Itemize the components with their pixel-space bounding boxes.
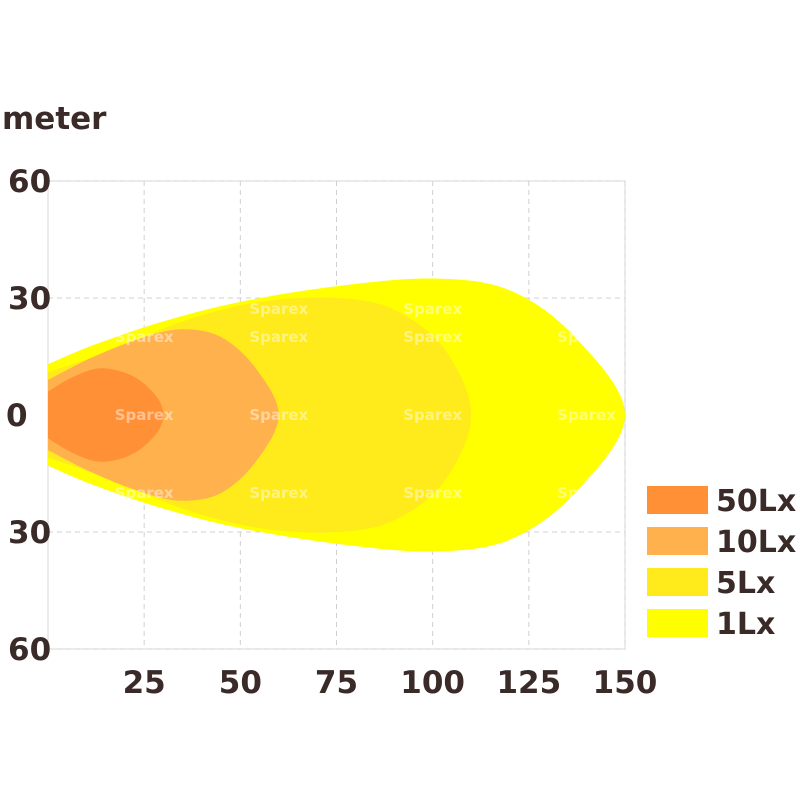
watermarks: Sparex Sparex Sparex Sparex Sparex Sparex Spar… xyxy=(115,300,617,502)
legend-swatch-1lx xyxy=(647,609,708,637)
legend-label-10lx: 10Lx xyxy=(716,525,796,560)
watermark: Sparex xyxy=(403,484,462,502)
y-tick-label: 0 xyxy=(6,398,28,434)
y-tick-label: 30 xyxy=(8,281,51,317)
x-tick-label: 100 xyxy=(400,665,465,701)
watermark: Sparex xyxy=(249,328,308,346)
y-tick-labels: 60 30 0 30 60 xyxy=(6,164,51,668)
legend-label-5lx: 5Lx xyxy=(716,566,775,601)
x-tick-label: 125 xyxy=(496,665,561,701)
legend-swatch-10lx xyxy=(647,527,708,555)
legend-label-50lx: 50Lx xyxy=(716,484,796,519)
legend: 50Lx 10Lx 5Lx 1Lx xyxy=(647,484,796,642)
x-tick-label: 25 xyxy=(123,665,166,701)
watermark: Sparex xyxy=(403,406,462,424)
light-zones xyxy=(48,278,625,552)
y-tick-label: 60 xyxy=(8,164,51,200)
x-tick-labels: 25 50 75 100 125 150 xyxy=(123,665,658,701)
watermark: Sparex xyxy=(403,300,462,318)
x-tick-label: 150 xyxy=(593,665,658,701)
zone-50lx xyxy=(48,368,164,462)
legend-swatch-50lx xyxy=(647,486,708,514)
watermark: Sparex xyxy=(557,406,616,424)
watermark: Sparex xyxy=(403,328,462,346)
legend-label-1lx: 1Lx xyxy=(716,607,775,642)
x-tick-label: 50 xyxy=(219,665,262,701)
watermark: Sparex xyxy=(249,406,308,424)
legend-swatch-5lx xyxy=(647,568,708,596)
watermark: Sparex xyxy=(557,484,616,502)
watermark: Sparex xyxy=(115,328,174,346)
watermark: Sparex xyxy=(115,406,174,424)
watermark: Sparex xyxy=(115,484,174,502)
watermark: Sparex xyxy=(557,328,616,346)
y-axis-label: meter xyxy=(2,101,107,137)
y-tick-label: 30 xyxy=(8,515,51,551)
y-tick-label: 60 xyxy=(8,632,51,668)
x-tick-label: 75 xyxy=(315,665,358,701)
watermark: Sparex xyxy=(249,300,308,318)
watermark: Sparex xyxy=(249,484,308,502)
